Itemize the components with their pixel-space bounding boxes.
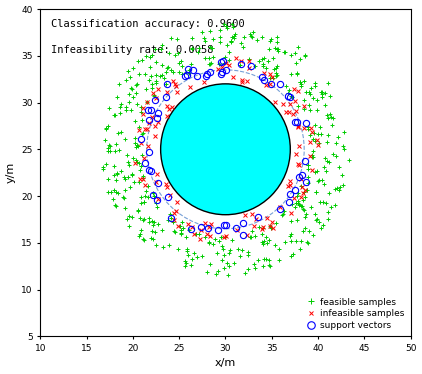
feasible samples [136,208,141,213]
infeasible samples [141,112,146,117]
feasible samples [143,87,149,92]
infeasible samples [233,55,238,60]
feasible samples [226,273,231,277]
Legend: feasible samples, infeasible samples, support vectors: feasible samples, infeasible samples, su… [304,296,406,332]
infeasible samples [164,89,169,94]
Line: infeasible samples: infeasible samples [133,55,320,241]
feasible samples [107,105,112,110]
support vectors [241,233,246,237]
support vectors [303,159,308,163]
infeasible samples [197,236,203,241]
feasible samples [319,178,324,183]
support vectors [287,191,292,196]
feasible samples [229,21,234,26]
Y-axis label: y/m: y/m [5,162,16,183]
Text: Classification accuracy: 0.9600: Classification accuracy: 0.9600 [51,19,245,29]
support vectors [259,74,264,79]
infeasible samples [289,210,294,215]
infeasible samples [263,83,268,88]
support vectors [220,59,225,64]
Line: feasible samples: feasible samples [100,21,352,278]
X-axis label: x/m: x/m [215,358,236,368]
support vectors [146,118,151,123]
feasible samples [153,60,158,64]
support vectors [168,215,173,220]
Text: Infeasibility rate: 0.0058: Infeasibility rate: 0.0058 [51,45,214,55]
support vectors [261,78,266,83]
infeasible samples [298,195,303,200]
Line: support vectors: support vectors [138,58,309,238]
feasible samples [313,123,318,128]
infeasible samples [267,72,272,77]
feasible samples [312,211,317,216]
feasible samples [100,165,106,170]
Circle shape [161,84,290,215]
support vectors [198,225,203,229]
infeasible samples [138,141,143,145]
infeasible samples [239,79,244,84]
support vectors [163,94,168,99]
